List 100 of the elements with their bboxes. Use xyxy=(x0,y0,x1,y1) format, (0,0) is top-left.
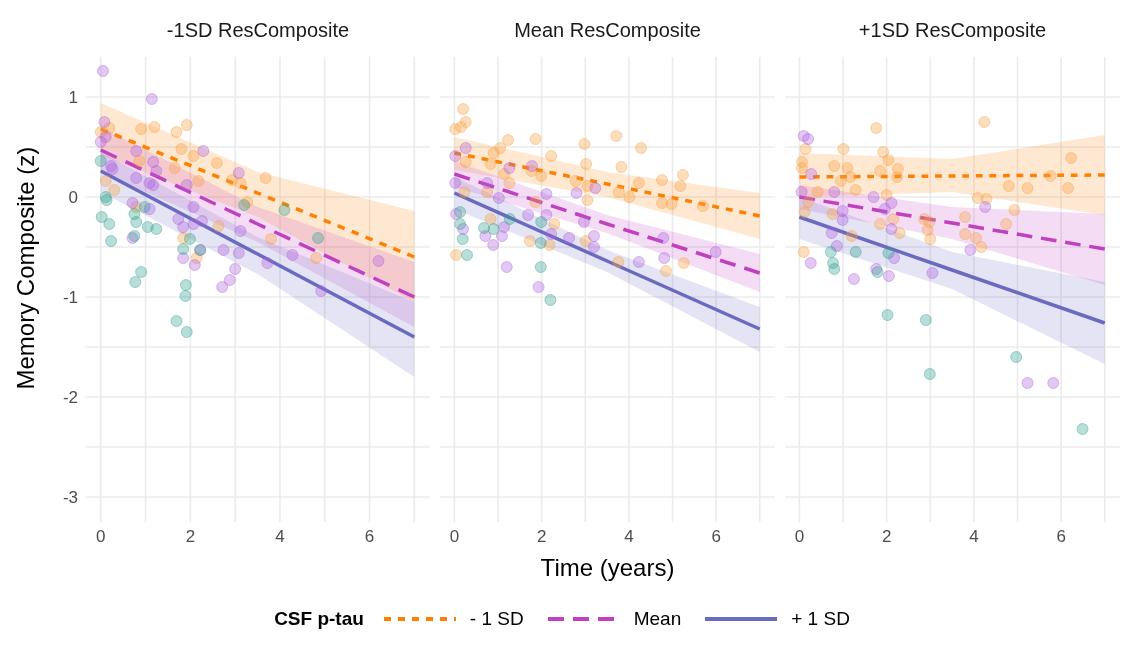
point xyxy=(129,276,142,288)
point xyxy=(232,167,245,179)
point xyxy=(545,150,558,162)
point xyxy=(94,155,107,167)
y-tick-label: 1 xyxy=(68,88,78,108)
point xyxy=(804,257,817,269)
point xyxy=(802,133,815,145)
legend-label: Mean xyxy=(633,608,682,630)
point xyxy=(844,171,857,183)
point xyxy=(454,218,467,230)
point xyxy=(563,232,576,244)
point xyxy=(529,133,542,145)
point xyxy=(569,175,582,187)
point xyxy=(612,256,625,268)
point xyxy=(802,196,815,208)
point xyxy=(180,326,193,338)
point xyxy=(135,123,148,135)
point xyxy=(577,216,590,228)
point xyxy=(478,222,491,234)
point xyxy=(456,233,469,245)
point xyxy=(828,263,841,275)
point xyxy=(484,158,497,170)
point xyxy=(97,65,110,77)
point xyxy=(234,225,247,237)
point xyxy=(94,136,107,148)
point xyxy=(837,143,850,155)
legend-label: + 1 SD xyxy=(791,608,850,630)
point xyxy=(454,121,467,133)
point xyxy=(874,218,887,230)
point xyxy=(882,154,895,166)
point xyxy=(798,206,811,218)
x-tick-label: 0 xyxy=(96,527,106,547)
point xyxy=(845,230,858,242)
point xyxy=(657,232,670,244)
point xyxy=(105,235,118,247)
point xyxy=(259,172,272,184)
point xyxy=(372,255,385,267)
point xyxy=(223,274,236,286)
point xyxy=(828,160,841,172)
point xyxy=(544,294,557,306)
point xyxy=(487,147,500,159)
point xyxy=(315,285,328,297)
point xyxy=(534,237,547,249)
x-tick-label: 4 xyxy=(275,527,285,547)
point xyxy=(147,156,160,168)
point xyxy=(192,175,205,187)
point xyxy=(180,119,193,131)
point xyxy=(841,162,854,174)
point xyxy=(1008,204,1021,216)
point xyxy=(1076,423,1089,435)
point xyxy=(587,230,600,242)
point xyxy=(847,273,860,285)
point xyxy=(130,145,143,157)
point xyxy=(229,263,242,275)
point xyxy=(548,218,561,230)
point xyxy=(492,192,505,204)
point xyxy=(849,246,862,258)
point xyxy=(170,126,183,138)
point xyxy=(826,208,839,220)
x-tick-label: 6 xyxy=(364,527,375,547)
point xyxy=(658,252,671,264)
point xyxy=(587,241,600,253)
point xyxy=(970,232,983,244)
point xyxy=(676,169,689,181)
point xyxy=(828,186,841,198)
point xyxy=(264,233,277,245)
point xyxy=(312,232,325,244)
point xyxy=(449,177,462,189)
point xyxy=(217,244,230,256)
point xyxy=(177,221,190,233)
point xyxy=(580,158,593,170)
point xyxy=(796,162,809,174)
point xyxy=(632,256,645,268)
point xyxy=(187,218,200,230)
point xyxy=(310,252,323,264)
x-tick-label: 4 xyxy=(969,527,979,547)
point xyxy=(449,150,462,162)
x-tick-label: 2 xyxy=(881,527,892,547)
point xyxy=(919,314,932,326)
point xyxy=(150,223,163,235)
point xyxy=(797,246,810,258)
point xyxy=(187,150,200,162)
point xyxy=(893,227,906,239)
point xyxy=(632,177,645,189)
point xyxy=(887,213,900,225)
point xyxy=(959,228,972,240)
point xyxy=(95,211,108,223)
point xyxy=(1002,180,1015,192)
point xyxy=(882,247,895,259)
x-tick-label: 6 xyxy=(1056,527,1066,547)
point xyxy=(180,179,193,191)
point xyxy=(656,197,669,209)
point xyxy=(612,186,625,198)
point xyxy=(1065,152,1078,164)
point xyxy=(923,368,936,380)
legend-label: - 1 SD xyxy=(469,608,524,630)
point xyxy=(487,223,500,235)
point xyxy=(98,116,111,128)
x-tick-label: 2 xyxy=(185,527,196,547)
point xyxy=(481,177,494,189)
